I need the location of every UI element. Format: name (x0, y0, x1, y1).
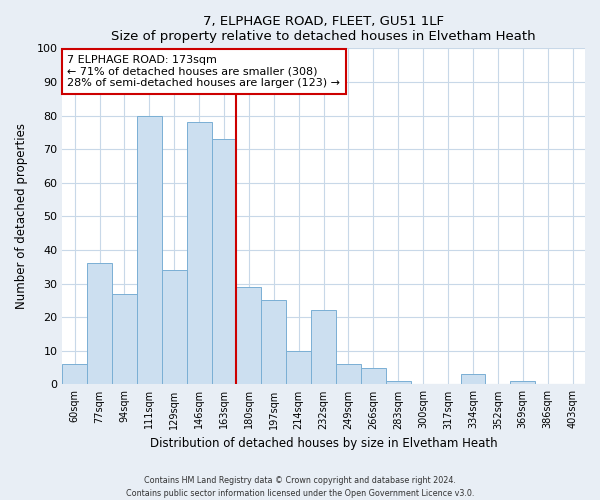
Text: Contains HM Land Registry data © Crown copyright and database right 2024.
Contai: Contains HM Land Registry data © Crown c… (126, 476, 474, 498)
Bar (187, 122, 212, 384)
Bar (62, 364, 87, 384)
Bar (311, 310, 336, 384)
Title: 7, ELPHAGE ROAD, FLEET, GU51 1LF
Size of property relative to detached houses in: 7, ELPHAGE ROAD, FLEET, GU51 1LF Size of… (111, 15, 536, 43)
Bar (162, 270, 187, 384)
Bar (262, 300, 286, 384)
Bar (87, 264, 112, 384)
Bar (236, 287, 262, 384)
Y-axis label: Number of detached properties: Number of detached properties (15, 124, 28, 310)
Bar (112, 294, 137, 384)
Bar (386, 381, 411, 384)
Bar (361, 368, 386, 384)
Text: 7 ELPHAGE ROAD: 173sqm
← 71% of detached houses are smaller (308)
28% of semi-de: 7 ELPHAGE ROAD: 173sqm ← 71% of detached… (67, 55, 340, 88)
Bar (137, 116, 162, 384)
Bar (461, 374, 485, 384)
Bar (336, 364, 361, 384)
Bar (286, 351, 311, 384)
X-axis label: Distribution of detached houses by size in Elvetham Heath: Distribution of detached houses by size … (150, 437, 497, 450)
Bar (212, 139, 236, 384)
Bar (511, 381, 535, 384)
